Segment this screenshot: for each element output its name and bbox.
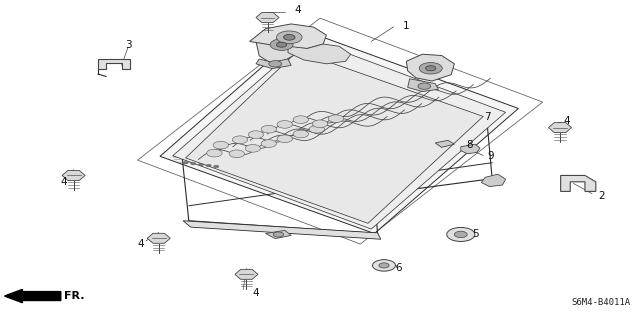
Text: 5: 5 bbox=[472, 228, 479, 239]
Polygon shape bbox=[173, 38, 506, 229]
Polygon shape bbox=[461, 144, 480, 154]
Circle shape bbox=[276, 42, 287, 47]
Polygon shape bbox=[288, 44, 351, 64]
Circle shape bbox=[273, 232, 284, 237]
Circle shape bbox=[454, 231, 467, 238]
Circle shape bbox=[293, 130, 308, 138]
Text: 4: 4 bbox=[253, 288, 259, 298]
Circle shape bbox=[309, 125, 324, 133]
Polygon shape bbox=[481, 174, 506, 187]
Circle shape bbox=[372, 260, 396, 271]
Circle shape bbox=[419, 63, 442, 74]
Polygon shape bbox=[138, 18, 543, 244]
Polygon shape bbox=[186, 51, 483, 223]
Text: 4: 4 bbox=[61, 177, 67, 187]
Circle shape bbox=[214, 165, 219, 168]
Circle shape bbox=[248, 131, 264, 138]
Text: FR.: FR. bbox=[64, 291, 84, 301]
Circle shape bbox=[245, 145, 260, 152]
Circle shape bbox=[213, 141, 228, 149]
Polygon shape bbox=[256, 30, 304, 64]
Text: 7: 7 bbox=[484, 112, 490, 122]
Circle shape bbox=[232, 136, 248, 144]
Polygon shape bbox=[256, 12, 279, 23]
Text: 8: 8 bbox=[466, 140, 472, 150]
Circle shape bbox=[261, 125, 276, 133]
Text: 4: 4 bbox=[294, 5, 301, 15]
Polygon shape bbox=[266, 230, 291, 239]
Text: 3: 3 bbox=[125, 40, 131, 50]
Circle shape bbox=[269, 61, 282, 67]
Circle shape bbox=[312, 120, 328, 128]
Circle shape bbox=[270, 39, 293, 50]
Text: 9: 9 bbox=[488, 151, 494, 161]
Polygon shape bbox=[256, 59, 291, 69]
Polygon shape bbox=[548, 122, 572, 133]
Circle shape bbox=[426, 66, 436, 71]
Polygon shape bbox=[235, 269, 258, 279]
Circle shape bbox=[207, 149, 222, 157]
Polygon shape bbox=[98, 59, 130, 69]
Circle shape bbox=[293, 116, 308, 123]
Polygon shape bbox=[408, 79, 438, 92]
Polygon shape bbox=[406, 54, 454, 81]
Circle shape bbox=[261, 140, 276, 147]
Circle shape bbox=[447, 227, 475, 241]
Text: S6M4-B4011A: S6M4-B4011A bbox=[572, 298, 630, 307]
Circle shape bbox=[284, 34, 295, 40]
Text: 1: 1 bbox=[403, 20, 410, 31]
Polygon shape bbox=[147, 233, 170, 243]
Polygon shape bbox=[183, 221, 381, 239]
Circle shape bbox=[229, 150, 244, 158]
Circle shape bbox=[183, 161, 188, 164]
Polygon shape bbox=[250, 24, 326, 48]
Polygon shape bbox=[62, 170, 85, 181]
Circle shape bbox=[198, 163, 204, 166]
Text: 2: 2 bbox=[598, 191, 605, 201]
Text: 6: 6 bbox=[395, 263, 401, 273]
Circle shape bbox=[277, 135, 292, 143]
Polygon shape bbox=[561, 175, 596, 191]
Polygon shape bbox=[435, 140, 454, 147]
Text: 4: 4 bbox=[563, 116, 570, 126]
Circle shape bbox=[191, 162, 196, 165]
FancyArrow shape bbox=[4, 289, 61, 303]
Circle shape bbox=[328, 115, 344, 122]
Circle shape bbox=[418, 83, 431, 89]
Text: 4: 4 bbox=[138, 239, 144, 249]
Circle shape bbox=[379, 263, 389, 268]
Circle shape bbox=[277, 121, 292, 128]
Circle shape bbox=[206, 164, 211, 167]
Polygon shape bbox=[160, 30, 518, 234]
Circle shape bbox=[276, 31, 302, 44]
